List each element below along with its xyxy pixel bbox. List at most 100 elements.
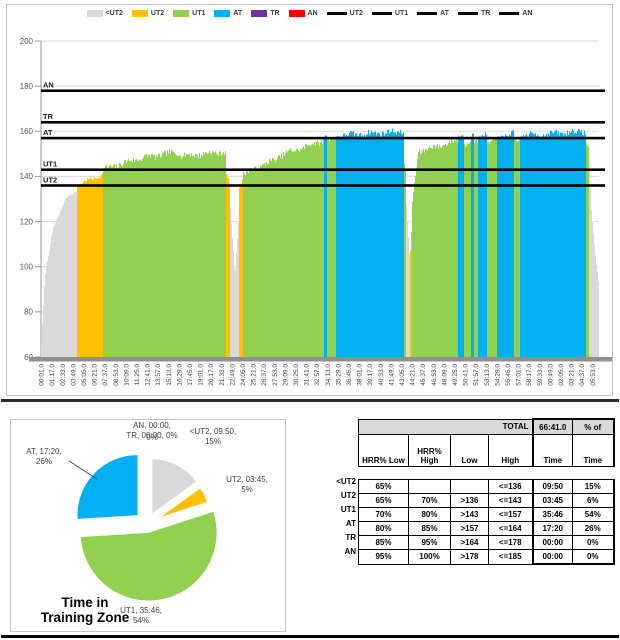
table-cell: 09:50 [531,479,573,494]
table-cell [408,479,451,494]
zone-row-label: UT2 [340,491,356,500]
legend-swatch-icon [86,10,103,17]
legend-label: AT [233,10,243,17]
svg-text:30:25.0: 30:25.0 [293,364,300,386]
svg-text:120: 120 [20,217,34,226]
svg-text:UT2: UT2 [43,175,57,184]
table-spacer-cell [572,466,614,480]
legend-line-swatch-icon [371,12,392,15]
svg-text:180: 180 [20,82,34,91]
table-row: 70% 80% >143 <=157 35:46 54% [358,507,615,522]
table-cell: <=136 [488,479,533,494]
table-cell: 00:00 [531,535,573,550]
svg-text:21:33.0: 21:33.0 [219,364,226,386]
svg-text:08:53.0: 08:53.0 [113,364,120,386]
table-cell: >178 [450,549,489,565]
zone-row-label: AT [345,519,356,528]
table-cell [450,479,489,494]
table-spacer-cell [358,466,409,480]
table-cell: 70% [358,507,409,522]
table-cell: <=164 [488,521,533,536]
table-row: 80% 85% >157 <=164 17:20 26% [358,521,615,536]
legend-swatch-icon [173,10,190,17]
table-cell: <=178 [488,535,533,550]
svg-text:50:41.0: 50:41.0 [463,364,470,386]
table-cell: 85% [358,535,409,550]
table-cell: 00:00 [531,549,573,565]
table-cell: 80% [358,521,409,536]
svg-text:39:17.0: 39:17.0 [367,364,374,386]
legend-line-swatch-icon [499,12,520,15]
table-cell: 03:45 [531,493,573,508]
table-header-total: TOTAL [358,418,533,435]
table-cell: 95% [358,549,409,565]
table-cell: 0% [572,549,615,565]
table-cell: 80% [408,507,451,522]
pie-title-line2: Training Zone [40,610,130,626]
table-cell: 65% [358,479,409,494]
pie-label-lt-UT2: <UT2, 09:50, 15% [189,427,237,447]
svg-text:48:09.0: 48:09.0 [441,364,448,386]
table-cell: <=157 [488,507,533,522]
legend-item-TR: TR [251,10,280,17]
table-cell: 95% [408,535,451,550]
zone-row-label: TR [345,533,356,542]
svg-text:00:01.0: 00:01.0 [39,364,46,386]
table-cell: 100% [408,549,451,565]
table-cell: >136 [450,493,489,508]
legend-item-AN: AN [288,10,318,17]
table-spacer-cell [532,466,573,480]
table-col-header: HRR% Low [358,434,409,467]
table-spacer-cell [408,466,451,480]
svg-text:40:33.0: 40:33.0 [378,364,385,386]
legend-line-item-UT2: UT2 [326,10,363,17]
svg-text:49:25.0: 49:25.0 [452,364,459,386]
svg-text:53:13.0: 53:13.0 [484,364,491,386]
legend-item-lt-UT2: <UT2 [86,10,123,17]
legend-item-UT2: UT2 [131,10,165,17]
svg-text:01:17.0: 01:17.0 [49,364,56,386]
pie-title-line1: Time in [61,594,109,610]
svg-text:60: 60 [24,353,33,362]
table-col-header: Low [450,434,489,467]
table-cell: >157 [450,521,489,536]
svg-text:00:49.0: 00:49.0 [547,364,554,386]
table-cell: 35:46 [531,507,573,522]
legend-label: TR [270,10,280,17]
svg-text:46:53.0: 46:53.0 [431,364,438,386]
pie-label-UT1: UT1, 35:46, 54% [120,606,162,626]
svg-text:44:21.0: 44:21.0 [410,364,417,386]
legend-item-UT1: UT1 [173,10,205,17]
svg-text:AT: AT [43,128,53,137]
svg-text:02:05.0: 02:05.0 [558,364,565,386]
legend-label: UT2 [349,10,363,17]
legend-label: UT1 [192,10,206,17]
pie-label-UT2: UT2, 03:45, 5% [226,475,268,495]
svg-text:32:57.0: 32:57.0 [314,364,321,386]
table-col-header: Time [531,434,573,467]
table-col-header: Time [572,434,615,467]
table-spacer-cell [450,466,489,480]
legend-line-item-AT: AT [417,10,449,17]
svg-text:51:57.0: 51:57.0 [473,364,480,386]
table-row: 65% <=136 09:50 15% [358,479,615,494]
svg-text:10:09.0: 10:09.0 [123,364,130,386]
svg-text:80: 80 [24,308,33,317]
svg-text:TR: TR [43,112,54,121]
zone-row-label: <UT2 [336,477,356,486]
svg-text:03:21.0: 03:21.0 [569,364,576,386]
table-col-header: HRR% High [408,434,451,467]
table-cell: 15% [572,479,615,494]
svg-text:19:01.0: 19:01.0 [198,364,205,386]
table-cell: 0% [572,535,615,550]
legend-line-swatch-icon [417,12,438,15]
svg-text:45:37.0: 45:37.0 [420,364,427,386]
svg-text:34:13.0: 34:13.0 [325,364,332,386]
zone-row-label: UT1 [340,505,356,514]
svg-text:29:09.0: 29:09.0 [282,364,289,386]
svg-text:27:53.0: 27:53.0 [272,364,279,386]
svg-text:24:05.0: 24:05.0 [240,364,247,386]
svg-text:05:05.0: 05:05.0 [81,364,88,386]
legend-label: UT2 [150,10,165,17]
legend-line-item-UT1: UT1 [371,10,408,17]
